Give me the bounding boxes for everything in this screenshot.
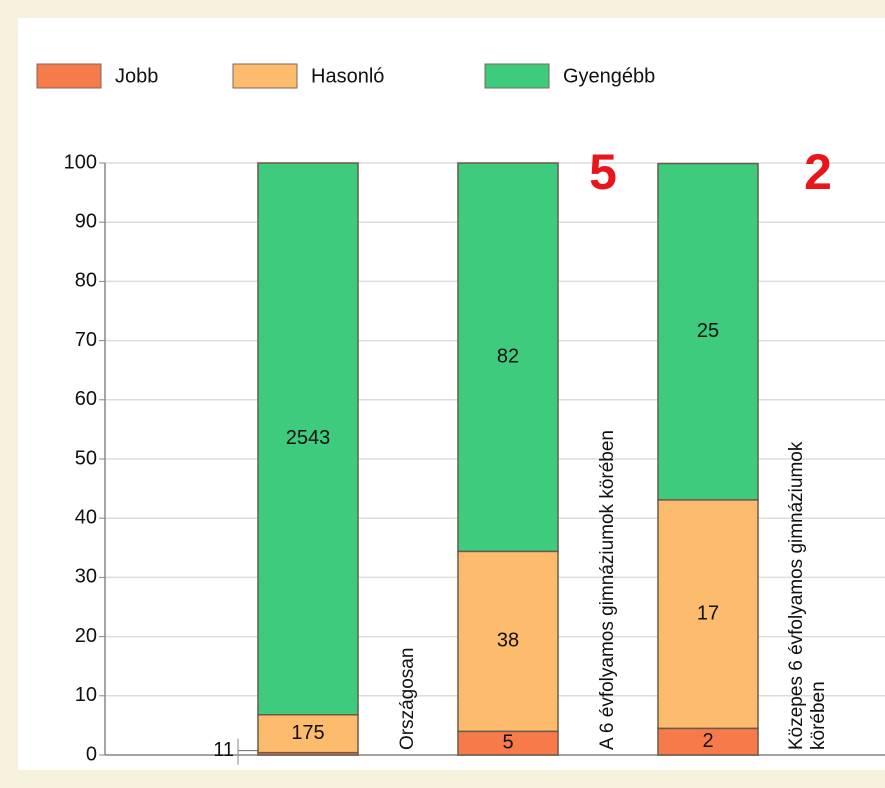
bar-segment — [257, 162, 359, 716]
data-label: 17 — [697, 602, 719, 624]
legend-swatch — [232, 63, 298, 89]
category-label-box: A 6 évfolyamos gimnáziumok körében — [597, 430, 618, 750]
y-tick-label: 70 — [75, 329, 97, 351]
legend-label: Jobb — [115, 65, 158, 87]
y-tick-label: 60 — [75, 388, 97, 410]
legend-label: Hasonló — [311, 65, 384, 87]
data-label: 38 — [497, 630, 519, 652]
x-category-label: Országosan — [397, 647, 418, 750]
category-label-group: A 6 évfolyamos gimnáziumok körében — [597, 430, 618, 750]
x-category-label: A 6 évfolyamos gimnáziumok körében — [597, 430, 618, 750]
data-label: 175 — [291, 722, 324, 744]
y-tick-label: 40 — [75, 506, 97, 528]
y-tick-label: 0 — [86, 743, 97, 765]
y-tick-label: 90 — [75, 210, 97, 232]
annotation: 2 — [804, 144, 832, 200]
bar-segment — [657, 162, 759, 501]
data-label: 25 — [697, 320, 719, 342]
annotation: 5 — [589, 144, 617, 200]
y-tick-label: 80 — [75, 270, 97, 292]
data-label: 82 — [497, 345, 519, 367]
bar-segment — [457, 550, 559, 733]
y-tick-label: 10 — [75, 684, 97, 706]
y-tick-label: 50 — [75, 447, 97, 469]
data-label: 2543 — [286, 427, 331, 449]
bar-segment — [657, 727, 759, 756]
bar-segment — [257, 713, 359, 754]
y-tick-label: 100 — [64, 151, 97, 173]
x-category-label: Közepes 6 évfolyamos gimnáziumok körében — [786, 441, 829, 750]
y-tick-label: 20 — [75, 625, 97, 647]
data-label: 5 — [502, 731, 513, 753]
bar-segment — [457, 162, 559, 553]
category-label-box: Országosan — [397, 647, 418, 750]
category-label-group: Közepes 6 évfolyamos gimnáziumok körében — [786, 441, 829, 750]
data-label: 11 — [213, 739, 234, 761]
legend-swatch — [36, 63, 102, 89]
category-label-box: Közepes 6 évfolyamos gimnáziumok körében — [786, 441, 829, 750]
legend-label: Gyengébb — [563, 65, 655, 87]
bar-segment — [657, 499, 759, 730]
legend-swatch — [484, 63, 550, 89]
category-label-group: Országosan — [397, 647, 418, 750]
data-label: 2 — [702, 730, 713, 752]
y-tick-label: 30 — [75, 566, 97, 588]
